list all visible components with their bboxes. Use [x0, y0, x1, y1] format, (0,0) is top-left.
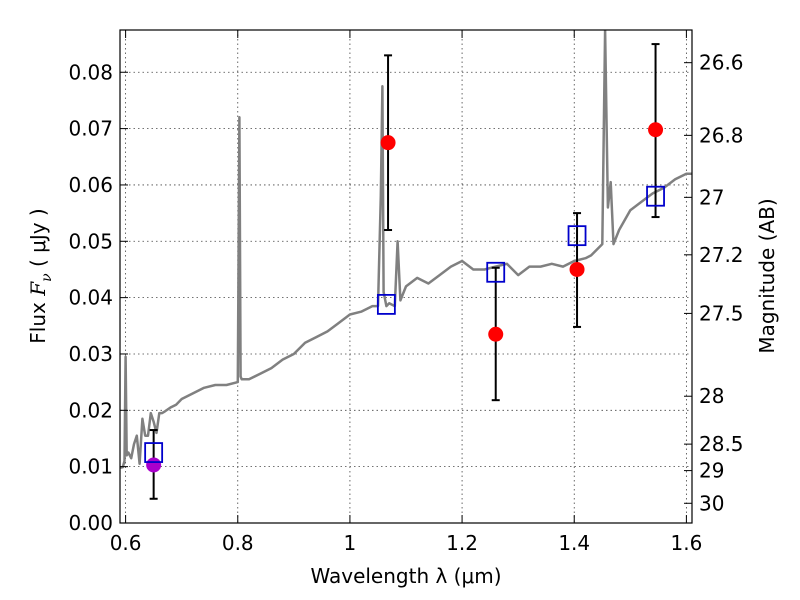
- mag-tick-label: 28.5: [699, 432, 744, 456]
- x-tick-label: 1.2: [446, 531, 478, 555]
- mag-tick-label: 27: [699, 185, 724, 209]
- x-axis-ticks: 0.6 0.8 1 1.2 1.4 1.6: [110, 30, 702, 555]
- magnitude-axis-ticks: 26.6 26.8 27 27.2 27.5 28 28.5 29 30: [684, 51, 744, 515]
- model-photometry-square: [486, 261, 506, 283]
- y-axis-ticks: 0.00 0.01 0.02 0.03 0.04 0.05 0.06 0.07 0.08: [68, 60, 128, 535]
- model-photometry-squares: [144, 185, 665, 463]
- observed-point: [488, 326, 504, 342]
- y-axis-label: Flux Fν ( μJy ): [26, 208, 55, 343]
- plot-area: [120, 30, 692, 500]
- y-tick-label: 0.08: [68, 60, 113, 84]
- y-tick-label: 0.03: [68, 342, 113, 366]
- plot-frame: [119, 29, 693, 524]
- model-photometry-square: [144, 442, 164, 463]
- observed-point: [146, 457, 162, 473]
- y-tick-label: 0.07: [68, 117, 113, 141]
- mag-tick-label: 26.8: [699, 123, 744, 147]
- mag-tick-label: 27.5: [699, 301, 744, 325]
- y-tick-label: 0.02: [68, 398, 113, 422]
- model-photometry-square: [376, 293, 396, 315]
- mag-tick-label: 28: [699, 384, 724, 408]
- observed-point: [380, 135, 396, 151]
- mag-tick-label: 26.6: [699, 51, 744, 75]
- y-tick-label: 0.06: [68, 173, 113, 197]
- mag-tick-label: 27.2: [699, 243, 744, 267]
- x-tick-label: 0.6: [110, 531, 142, 555]
- observed-point: [569, 261, 585, 277]
- y-tick-label: 0.04: [68, 286, 113, 310]
- x-tick-label: 1.6: [670, 531, 702, 555]
- model-photometry-square: [646, 185, 665, 207]
- observed-point: [648, 122, 664, 138]
- x-tick-label: 1: [344, 531, 357, 555]
- mag-tick-label: 29: [699, 459, 724, 483]
- x-tick-label: 0.8: [222, 531, 254, 555]
- x-tick-label: 1.4: [558, 531, 590, 555]
- model-spectrum-line: [120, 30, 692, 470]
- y-tick-label: 0.00: [68, 511, 113, 535]
- magnitude-axis-label: Magnitude (AB): [755, 198, 779, 353]
- mag-tick-label: 30: [699, 491, 724, 515]
- y-tick-label: 0.05: [68, 229, 113, 253]
- x-axis-label: Wavelength λ (μm): [310, 564, 501, 588]
- model-photometry-square: [567, 225, 587, 247]
- y-tick-label: 0.01: [68, 455, 113, 479]
